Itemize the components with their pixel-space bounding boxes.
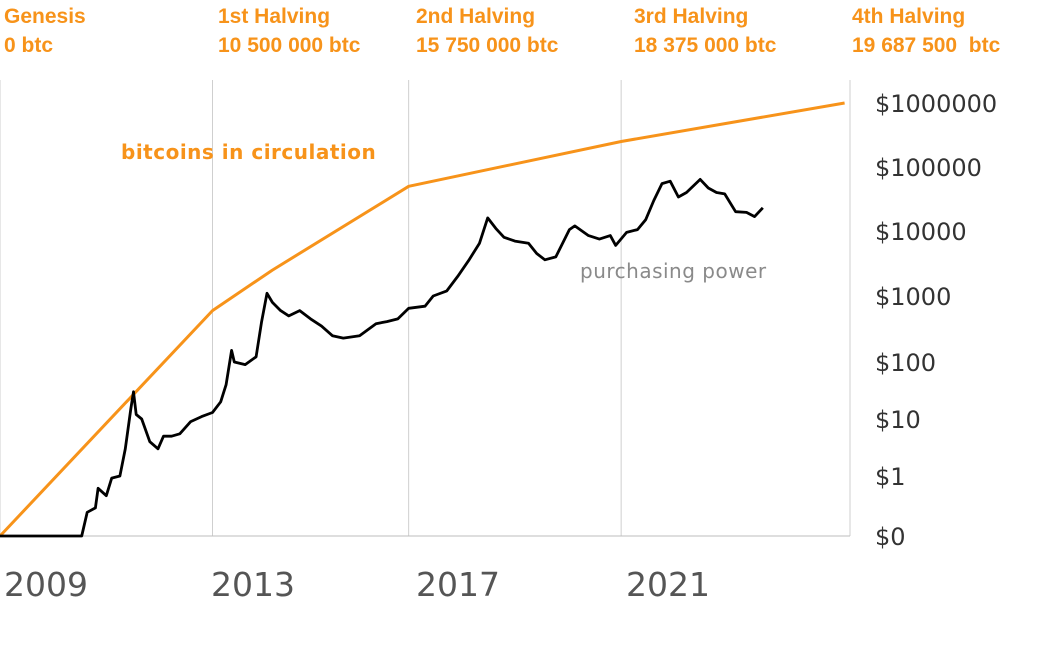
x-tick-label: 2021 xyxy=(626,565,710,604)
x-axis-ticks: 2009 2013 2017 2021 xyxy=(4,565,710,604)
halving-label-genesis: Genesis 0 btc xyxy=(4,2,86,60)
y-tick-label: $1000 xyxy=(875,283,951,311)
y-tick-label: $1000000 xyxy=(875,90,997,118)
y-tick-label: $10000 xyxy=(875,218,967,246)
x-tick-label: 2013 xyxy=(211,565,295,604)
y-tick-label: $1 xyxy=(875,463,906,491)
halving-label-3rd: 3rd Halving 18 375 000 btc xyxy=(634,2,776,60)
halving-name: 2nd Halving xyxy=(416,5,536,28)
halving-label-4th: 4th Halving 19 687 500 btc xyxy=(852,2,1000,60)
price-line xyxy=(0,178,764,538)
halving-supply: 19 687 500 btc xyxy=(852,34,1001,57)
supply-line-label: bitcoins in circulation xyxy=(121,140,376,164)
halving-supply: 15 750 000 btc xyxy=(416,34,559,57)
y-tick-label: $100 xyxy=(875,349,936,377)
halving-supply: 18 375 000 btc xyxy=(634,34,777,57)
halving-name: 1st Halving xyxy=(218,5,331,28)
price-line-label: purchasing power xyxy=(580,259,767,283)
y-tick-label: $0 xyxy=(875,523,906,551)
y-tick-label: $100000 xyxy=(875,154,982,182)
halving-supply: 0 btc xyxy=(4,34,54,57)
supply-line xyxy=(0,101,845,538)
halving-label-2nd: 2nd Halving 15 750 000 btc xyxy=(416,2,558,60)
x-tick-label: 2017 xyxy=(416,565,500,604)
y-axis-ticks: $0 $1 $10 $100 $1000 $10000 $100000 $1000000 xyxy=(875,90,997,551)
x-tick-label: 2009 xyxy=(4,565,88,604)
halving-name: Genesis xyxy=(4,5,86,28)
halving-name: 3rd Halving xyxy=(634,5,749,28)
halving-supply: 10 500 000 btc xyxy=(218,34,361,57)
halving-name: 4th Halving xyxy=(852,5,966,28)
y-tick-label: $10 xyxy=(875,406,921,434)
halving-label-1st: 1st Halving 10 500 000 btc xyxy=(218,2,360,60)
